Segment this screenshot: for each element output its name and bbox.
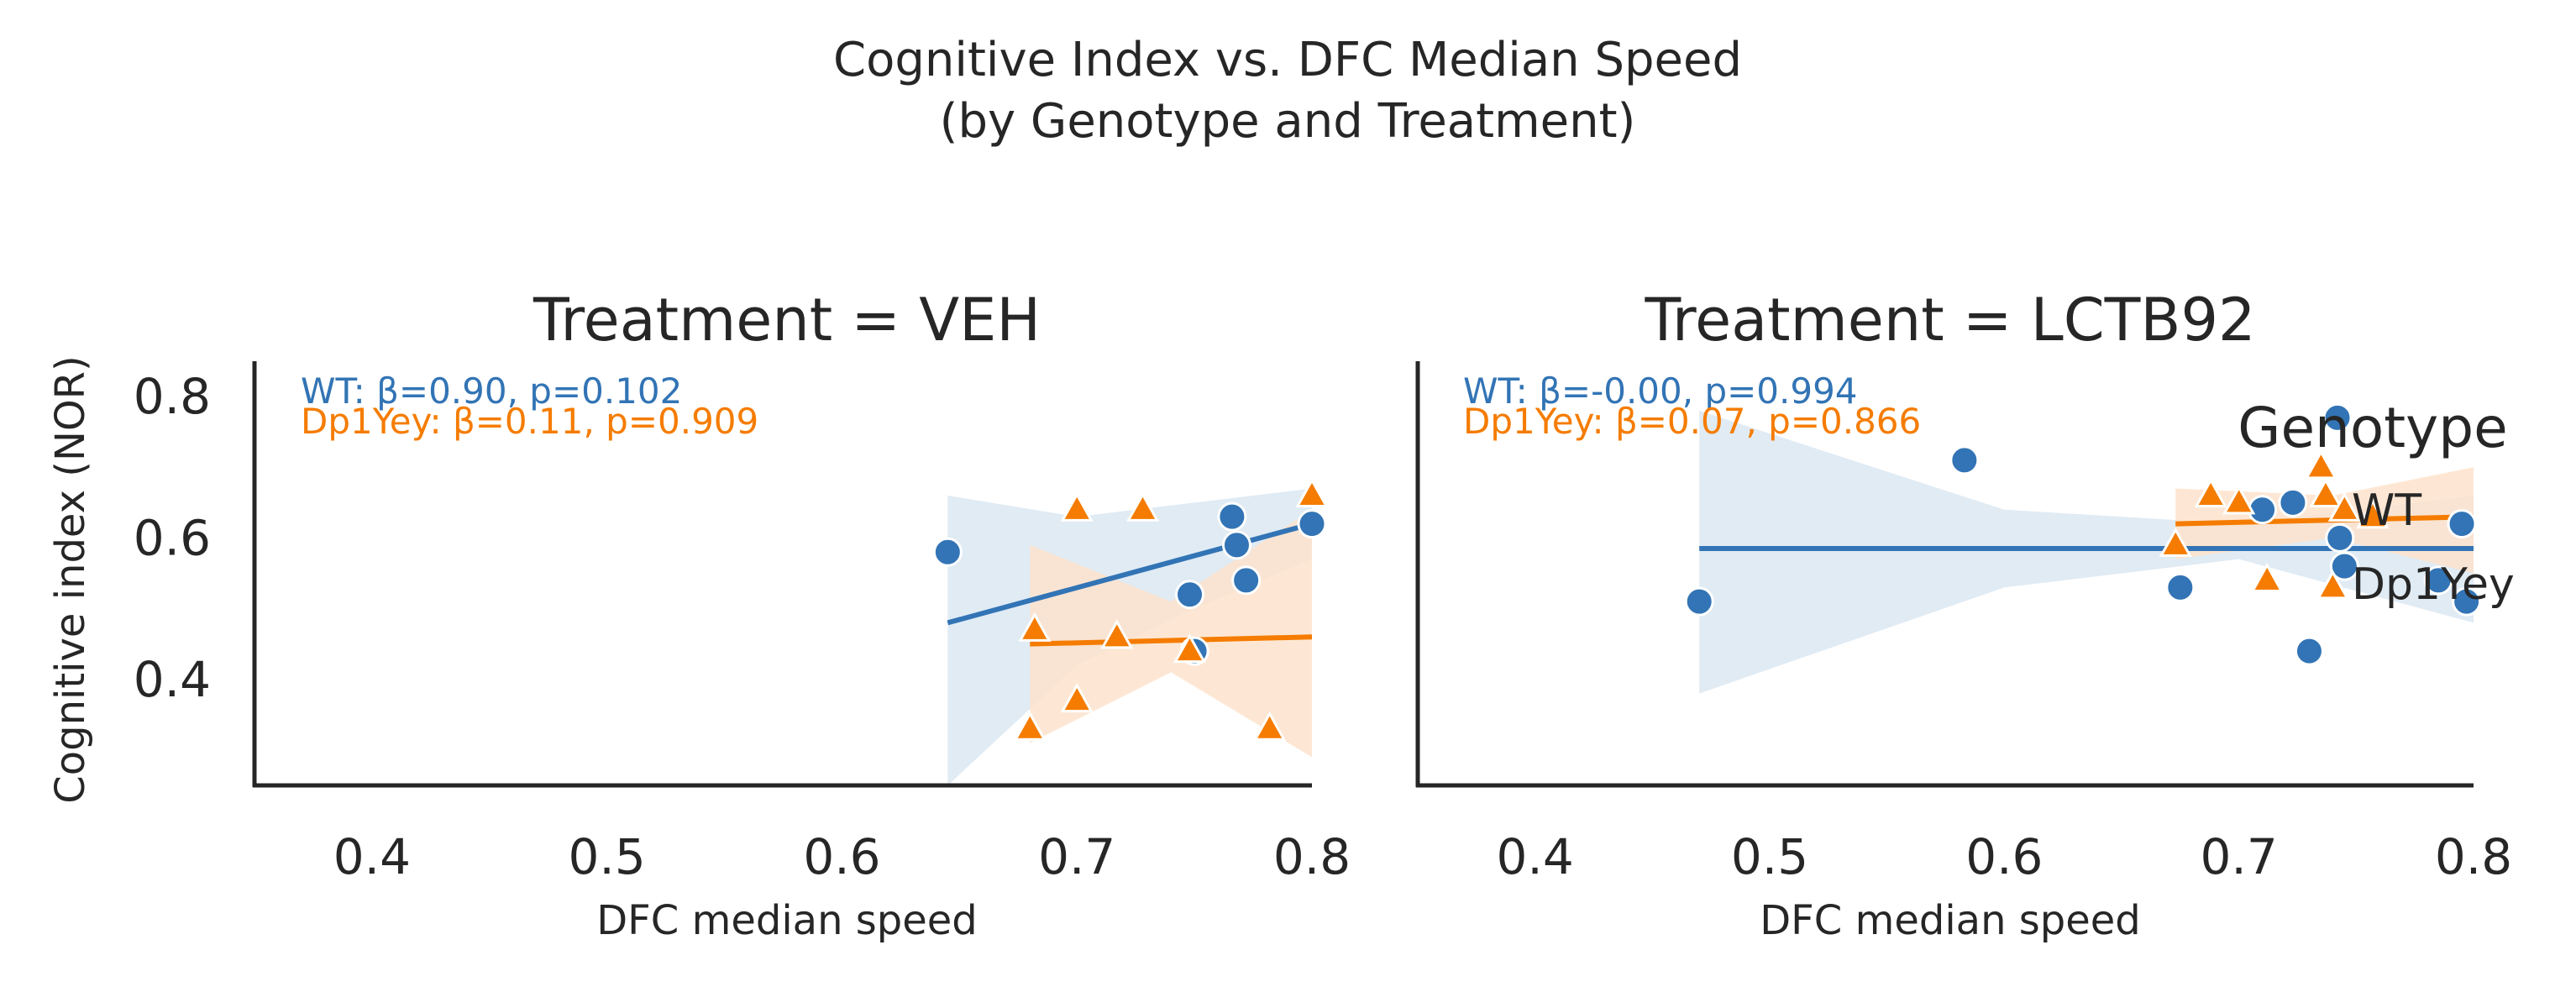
point-dp1yey <box>2309 477 2343 508</box>
point-dp1yey <box>1252 711 1287 741</box>
legend-title: Genotype <box>2238 396 2507 460</box>
x-tick-label: 0.8 <box>2435 828 2512 885</box>
x-tick-label: 0.6 <box>1965 828 2043 885</box>
point-wt <box>1949 445 1980 475</box>
point-wt <box>2278 487 2308 517</box>
point-wt <box>1684 586 1714 617</box>
x-tick-label: 0.5 <box>569 828 646 885</box>
point-wt <box>2248 495 2278 525</box>
point-dp1yey <box>2327 491 2362 522</box>
y-tick-label: 0.4 <box>134 651 211 708</box>
x-tick-label: 0.4 <box>333 828 411 885</box>
point-dp1yey <box>2222 485 2256 515</box>
legend: Genotype WT Dp1Yey <box>2238 396 2514 610</box>
point-dp1yey <box>1060 491 1094 522</box>
point-wt <box>2325 522 2355 553</box>
point-dp1yey <box>1295 477 1329 508</box>
x-axis-label-veh: DFC median speed <box>596 897 978 944</box>
point-dp1yey <box>2356 499 2390 529</box>
panel-lctb92: Treatment = LCTB92 0.4 0.5 0.6 0.7 0.8 WT: β… <box>1415 286 2512 944</box>
x-tick-label: 0.6 <box>803 828 880 885</box>
point-wt <box>2329 551 2359 581</box>
point-wt <box>2322 402 2353 433</box>
data-points <box>1684 402 2482 666</box>
fit-lines <box>947 521 1313 647</box>
point-wt <box>2294 636 2324 666</box>
point-wt <box>2452 586 2482 617</box>
legend-label-dp1yey: Dp1Yey <box>2352 559 2515 610</box>
point-wt <box>1297 509 1327 539</box>
point-wt <box>1175 580 1205 610</box>
point-dp1yey <box>2194 477 2227 508</box>
point-dp1yey <box>2316 570 2350 600</box>
point-dp1yey <box>2159 527 2192 557</box>
ci-band-wt-lctb92 <box>1699 410 2474 694</box>
x-tick-label: 0.8 <box>1273 828 1351 885</box>
panel-veh: Treatment = VEH 0.4 0.5 0.6 0.7 0.8 0.4 0.6 0.8… <box>134 286 1351 944</box>
point-dp1yey <box>1060 682 1094 713</box>
panel-title-veh: Treatment = VEH <box>533 286 1041 354</box>
point-dp1yey <box>1018 612 1052 642</box>
legend-label-wt: WT <box>2352 486 2421 536</box>
annotation-wt-lctb92: WT: β=-0.00, p=0.994 <box>1463 370 1858 412</box>
y-tick-label: 0.8 <box>134 368 211 425</box>
point-wt <box>2165 572 2196 602</box>
y-tick-label: 0.6 <box>134 509 211 566</box>
annotation-dp1yey-veh: Dp1Yey: β=0.11, p=0.909 <box>301 401 758 442</box>
point-dp1yey <box>2304 449 2338 480</box>
x-axis-label-lctb92: DFC median speed <box>1760 897 2141 944</box>
point-wt <box>1217 501 1247 532</box>
data-points <box>932 477 1329 741</box>
x-tick-label: 0.5 <box>1731 828 1808 885</box>
point-wt <box>932 537 963 567</box>
x-tick-label: 0.4 <box>1497 828 1574 885</box>
panel-title-lctb92: Treatment = LCTB92 <box>1644 286 2255 354</box>
x-tick-label: 0.7 <box>2201 828 2278 885</box>
fit-line-dp1yey-veh <box>1030 634 1313 647</box>
fit-line-wt-veh <box>947 521 1313 626</box>
figure-title-line1: Cognitive Index vs. DFC Median Speed <box>833 33 1742 87</box>
point-wt <box>2423 565 2453 596</box>
point-dp1yey <box>1125 491 1160 522</box>
point-wt <box>1231 565 1262 596</box>
axes: 0.4 0.5 0.6 0.7 0.8 0.4 0.6 0.8 <box>134 361 1351 885</box>
point-dp1yey <box>1173 633 1207 664</box>
figure-title-line2: (by Genotype and Treatment) <box>940 94 1636 149</box>
point-dp1yey <box>2250 562 2284 593</box>
point-wt <box>2447 509 2477 539</box>
point-wt <box>1221 530 1251 560</box>
x-tick-label: 0.7 <box>1038 828 1115 885</box>
annotation-dp1yey-lctb92: Dp1Yey: β=0.07, p=0.866 <box>1463 401 1921 442</box>
y-axis-label: Cognitive index (NOR) <box>47 355 94 804</box>
annotation-wt-veh: WT: β=0.90, p=0.102 <box>301 370 682 412</box>
fit-line-dp1yey-lctb92 <box>2175 514 2474 527</box>
point-dp1yey <box>1013 711 1047 741</box>
axes: 0.4 0.5 0.6 0.7 0.8 <box>1415 361 2512 885</box>
point-dp1yey <box>1100 619 1134 649</box>
